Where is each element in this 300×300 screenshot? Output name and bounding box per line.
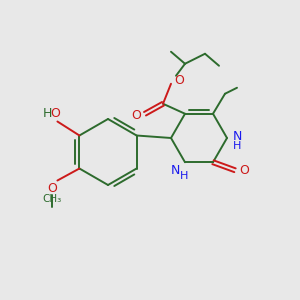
Text: O: O [50, 107, 60, 120]
Text: N: N [232, 130, 242, 142]
Text: O: O [131, 109, 141, 122]
Text: O: O [174, 74, 184, 87]
Text: O: O [47, 182, 57, 195]
Text: H: H [233, 141, 241, 151]
Text: H: H [180, 171, 188, 181]
Text: N: N [170, 164, 180, 177]
Text: CH₃: CH₃ [43, 194, 62, 203]
Text: H: H [43, 107, 52, 120]
Text: O: O [239, 164, 249, 177]
